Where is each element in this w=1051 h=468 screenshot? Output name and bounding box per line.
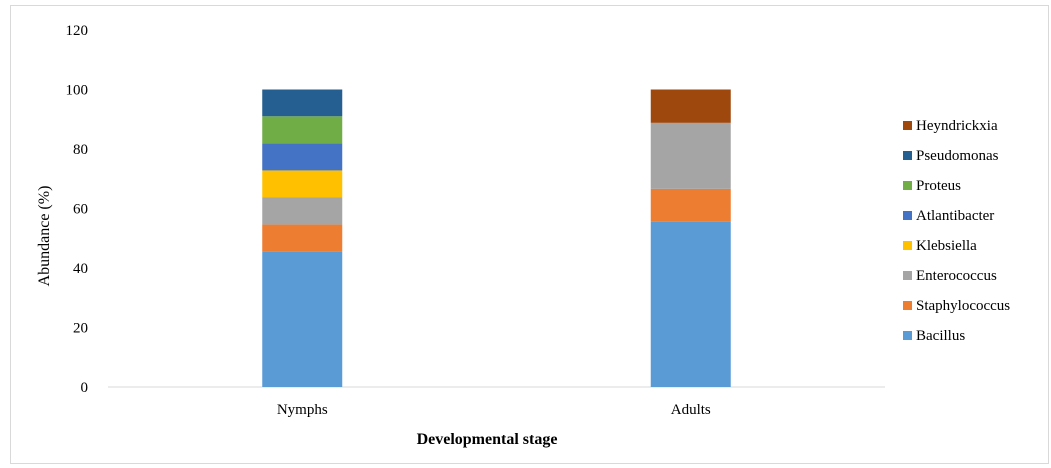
x-tick-label: Nymphs <box>277 402 328 418</box>
y-tick-label: 20 <box>73 321 88 337</box>
y-tick-label: 60 <box>73 202 88 218</box>
bar-segment-klebsiella-nymphs <box>262 170 343 198</box>
bars-layer: Nymphs Adults <box>262 89 731 418</box>
bar-segment-enterococcus-adults <box>650 122 731 189</box>
legend-label-enterococcus: Enterococcus <box>916 268 997 284</box>
legend-label-staphylococcus: Staphylococcus <box>916 298 1010 314</box>
y-tick-label: 100 <box>66 83 89 99</box>
legend-label-heyndrickxia: Heyndrickxia <box>916 118 998 134</box>
x-axis-title: Developmental stage <box>417 431 558 448</box>
bar-segment-bacillus-adults <box>650 221 731 387</box>
legend-swatch-bacillus <box>903 331 912 340</box>
x-tick-label: Adults <box>671 402 711 418</box>
bar-segment-heyndrickxia-adults <box>650 89 731 123</box>
y-tick-label: 80 <box>73 142 88 158</box>
legend-swatch-atlantibacter <box>903 211 912 220</box>
bar-segment-atlantibacter-nymphs <box>262 143 343 171</box>
legend-label-proteus: Proteus <box>916 178 961 194</box>
legend-label-bacillus: Bacillus <box>916 328 965 344</box>
legend-swatch-klebsiella <box>903 241 912 250</box>
bar-segment-enterococcus-nymphs <box>262 197 343 225</box>
bar-segment-staphylococcus-adults <box>650 188 731 222</box>
y-tick-label: 120 <box>66 23 89 39</box>
legend-label-pseudomonas: Pseudomonas <box>916 148 999 164</box>
legend-label-klebsiella: Klebsiella <box>916 238 977 254</box>
legend-label-atlantibacter: Atlantibacter <box>916 208 994 224</box>
bar-segment-pseudomonas-nymphs <box>262 89 343 117</box>
legend-swatch-staphylococcus <box>903 301 912 310</box>
bar-segment-bacillus-nymphs <box>262 251 343 387</box>
y-tick-label: 40 <box>73 261 88 277</box>
legend-swatch-proteus <box>903 181 912 190</box>
axis-layer: 0 20 40 60 80 100 120 <box>66 23 885 396</box>
bar-segment-staphylococcus-nymphs <box>262 224 343 252</box>
legend-swatch-enterococcus <box>903 271 912 280</box>
legend-swatch-pseudomonas <box>903 151 912 160</box>
bar-segment-proteus-nymphs <box>262 116 343 144</box>
y-tick-label: 0 <box>81 380 89 396</box>
legend: Heyndrickxia Pseudomonas Proteus Atlantibac… <box>903 118 1010 344</box>
y-axis-title: Abundance (%) <box>36 186 53 287</box>
legend-swatch-heyndrickxia <box>903 121 912 130</box>
